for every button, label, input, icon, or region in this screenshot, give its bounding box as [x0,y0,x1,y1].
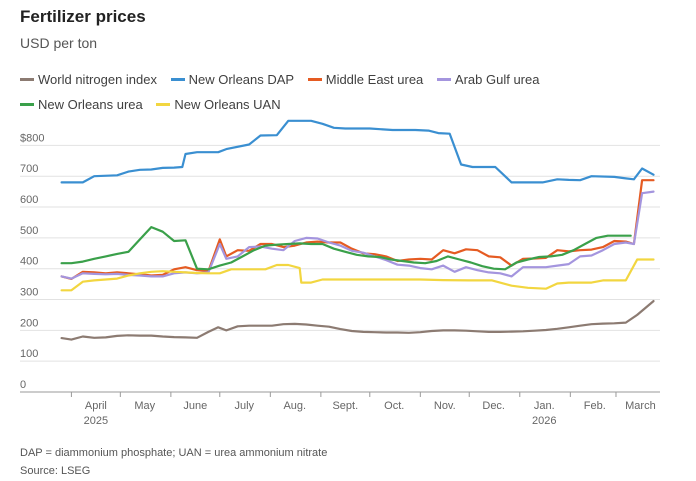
x-tick-label: Nov. [434,400,456,412]
series-line-new-orleans-uan [60,258,655,292]
legend-label: Arab Gulf urea [454,72,540,87]
legend-label: New Orleans urea [38,97,143,112]
x-tick-label: Aug. [283,400,306,412]
legend-label: New Orleans DAP [188,72,295,87]
y-tick-label: 600 [20,194,38,206]
legend: World nitrogen index New Orleans DAP Mid… [20,67,660,117]
legend-item-arab-gulf-urea: Arab Gulf urea [436,67,540,92]
legend-item-new-orleans-uan: New Orleans UAN [156,92,281,117]
x-tick-label: Oct. [384,400,404,412]
footnote: DAP = diammonium phosphate; UAN = urea a… [20,447,328,459]
legend-label: New Orleans UAN [174,97,281,112]
legend-label: World nitrogen index [38,72,157,87]
y-tick-label: 100 [20,348,38,360]
x-tick-year-label: 2026 [532,415,556,427]
x-tick-label: April [85,400,107,412]
x-tick-label: June [183,400,207,412]
legend-swatch [170,78,185,82]
x-tick-label: May [134,400,155,412]
x-tick-label: Sept. [332,400,358,412]
legend-swatch [436,78,451,82]
chart-subtitle: USD per ton [20,35,98,51]
legend-label: Middle East urea [325,72,424,87]
x-tick-label: July [234,400,254,412]
legend-swatch [307,78,322,82]
series-line-new-orleans-dap [60,119,655,184]
legend-swatch [20,103,34,107]
x-tick-label: March [625,400,656,412]
y-tick-label: 200 [20,317,38,329]
legend-swatch [20,78,34,82]
y-tick-label: 300 [20,287,38,299]
series-line-new-orleans-urea [60,226,632,271]
x-tick-label: Dec. [482,400,505,412]
y-tick-label: 400 [20,256,38,268]
y-tick-label: 500 [20,225,38,237]
legend-swatch [156,103,171,107]
series-line-world-nitrogen-index [60,300,655,341]
chart-title: Fertilizer prices [20,7,146,26]
series-line-arab-gulf-urea [60,190,655,280]
source-note: Source: LSEG [20,465,91,477]
x-tick-year-label: 2025 [84,415,108,427]
legend-item-world-nitrogen: World nitrogen index [20,67,157,92]
x-tick-label: Feb. [584,400,606,412]
x-tick-label: Jan. [534,400,555,412]
legend-item-new-orleans-urea: New Orleans urea [20,92,143,117]
legend-item-new-orleans-dap: New Orleans DAP [170,67,295,92]
y-tick-label: 0 [20,379,26,391]
y-tick-label: $800 [20,132,44,144]
y-tick-label: 700 [20,163,38,175]
legend-item-middle-east-urea: Middle East urea [307,67,424,92]
